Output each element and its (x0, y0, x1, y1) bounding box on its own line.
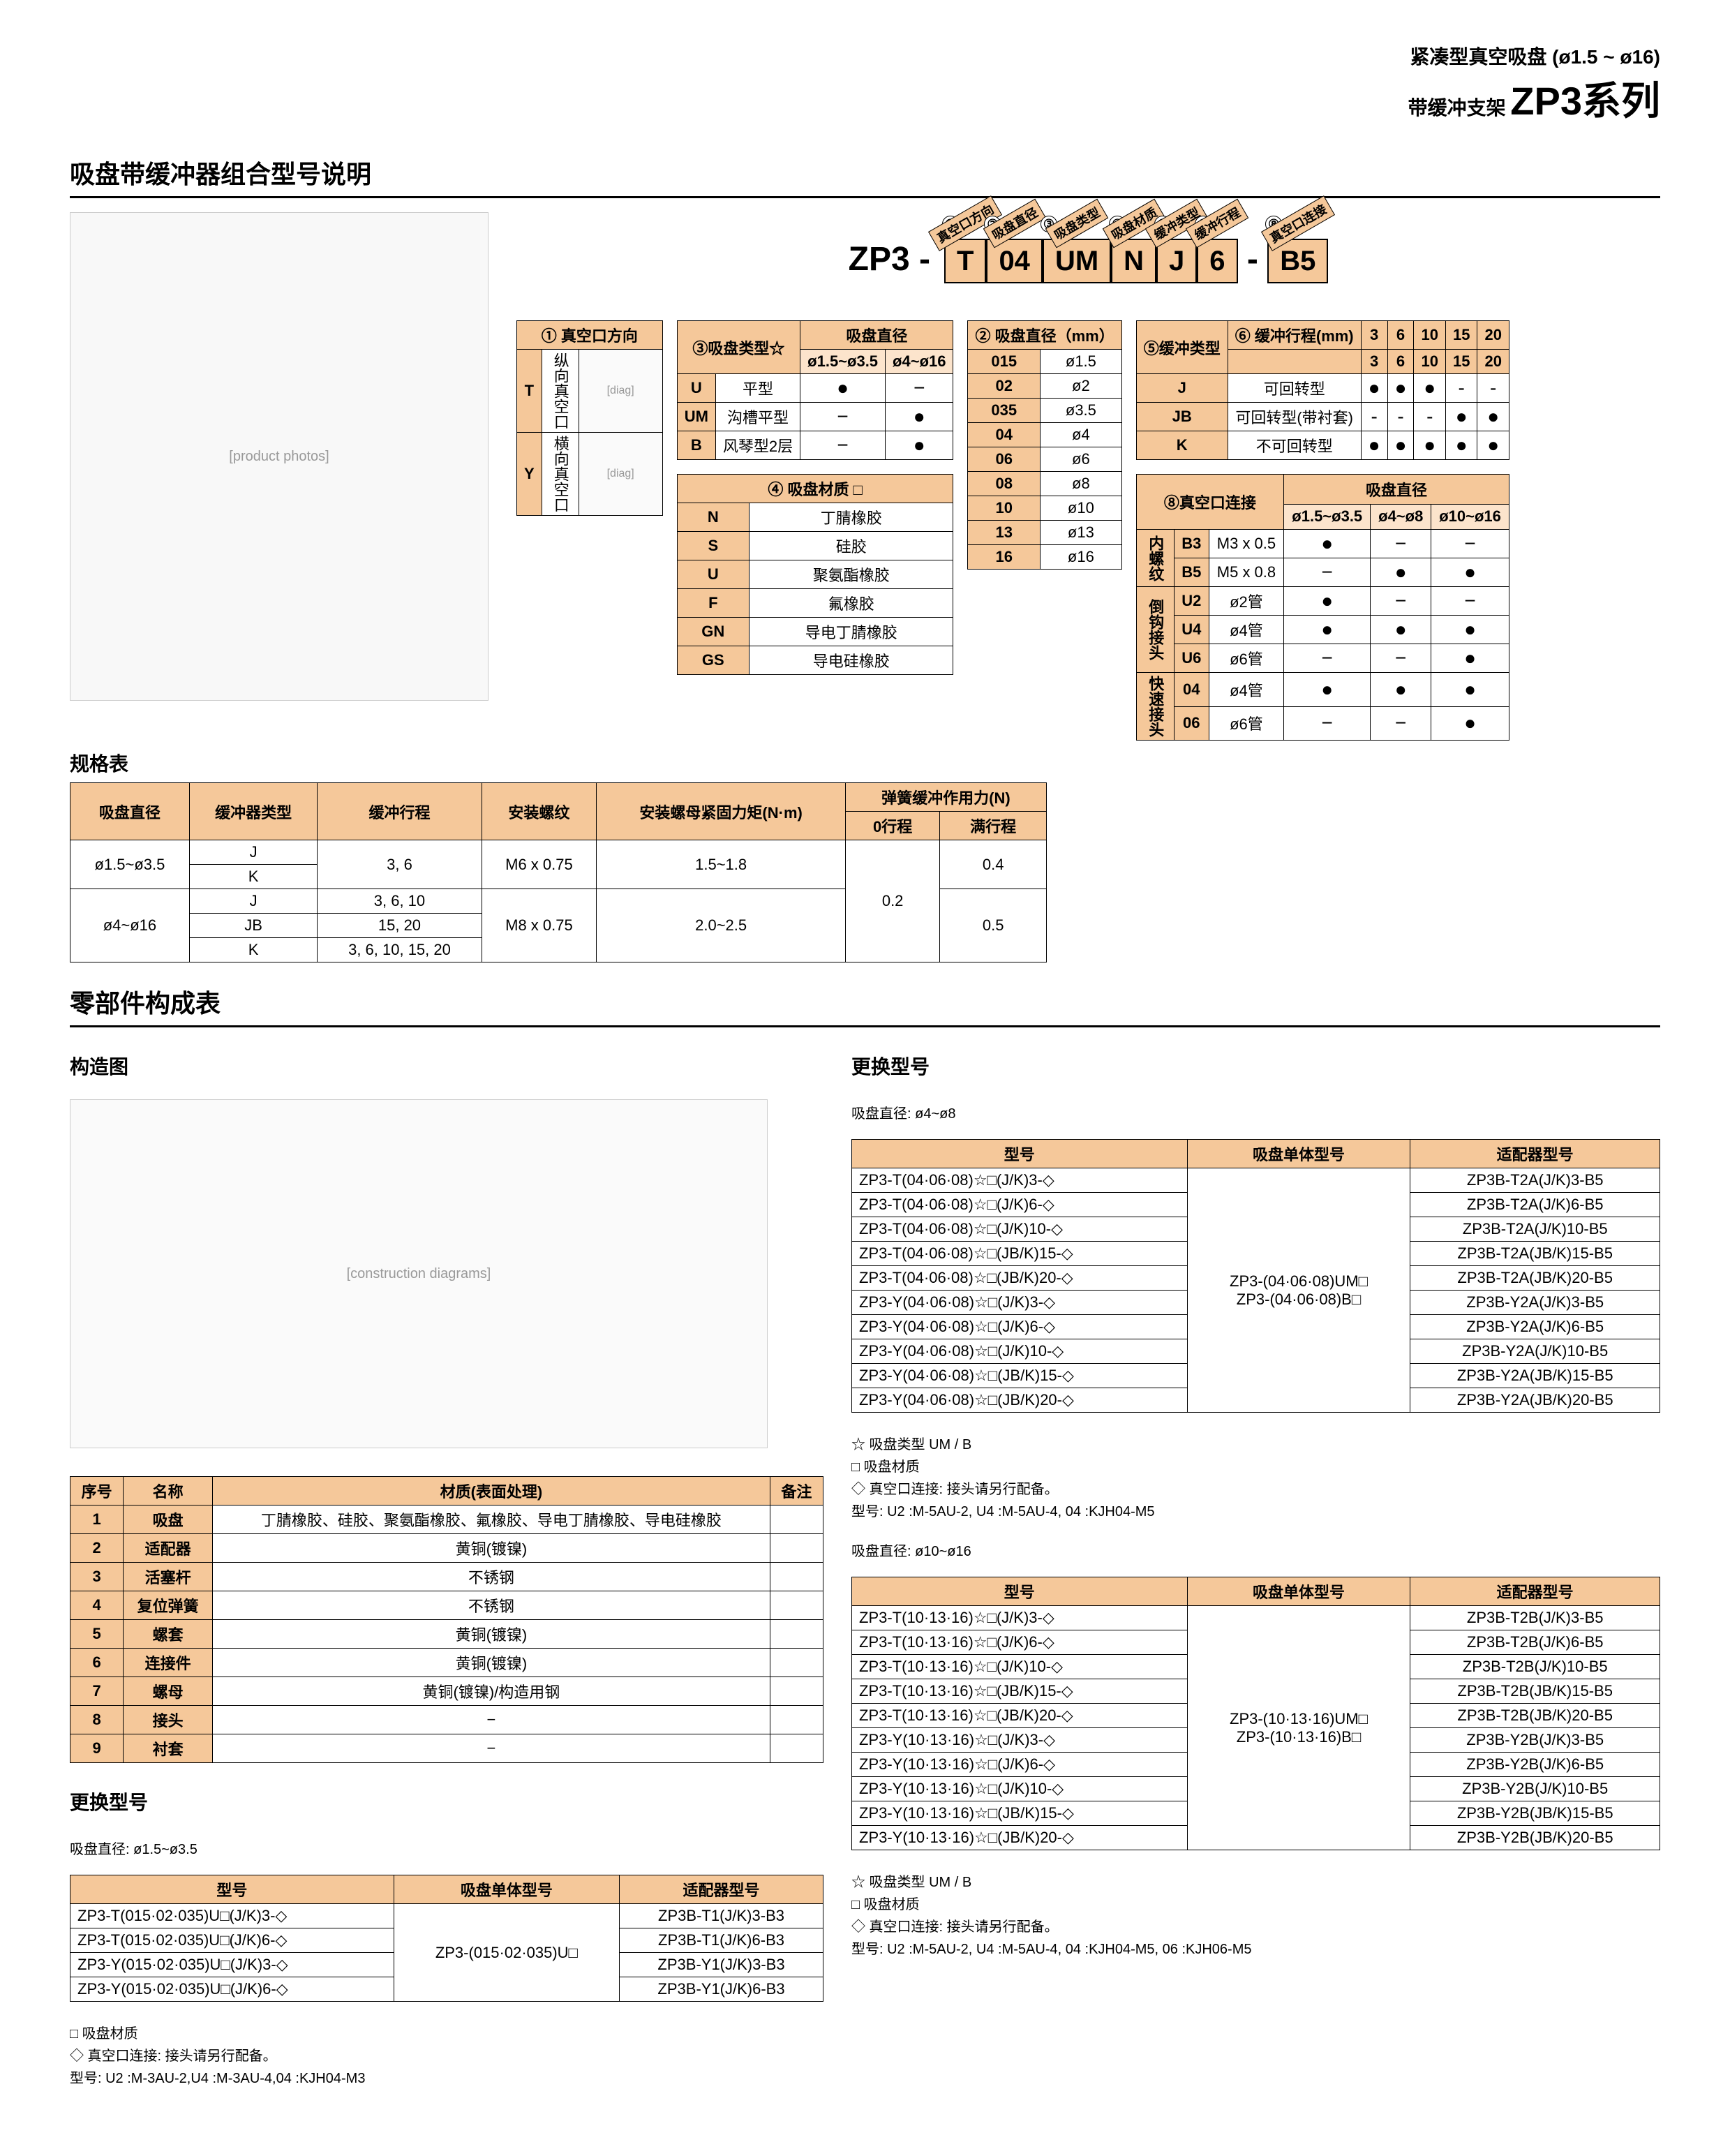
header-main: ZP3系列 (1510, 79, 1660, 123)
header-sub2: 带缓冲支架 (1408, 97, 1506, 119)
spec-h-0stroke: 0行程 (845, 812, 939, 840)
t8-header-dia: 吸盘直径 (1284, 475, 1509, 505)
t5-title: ⑤缓冲类型 (1136, 321, 1228, 374)
product-photo: [product photos] (70, 212, 489, 701)
table-buffer: ⑤缓冲类型⑥ 缓冲行程(mm)36101520 36101520 J可回转型●●… (1136, 320, 1509, 460)
part-number: ZP3 - ①真空口方向T②吸盘直径04③吸盘类型UM④吸盘材质N⑤缓冲类型J⑥… (516, 240, 1660, 278)
pn-box-2: ③吸盘类型UM (1043, 239, 1111, 283)
t8-title: ⑧真空口连接 (1136, 475, 1283, 530)
pn-box-0: ①真空口方向T (944, 239, 986, 283)
repl2-notes: ☆ 吸盘类型 UM / B□ 吸盘材质◇ 真空口连接: 接头请另行配备。型号: … (851, 1434, 1660, 1523)
construction-title: 构造图 (70, 1052, 823, 1080)
section-title-1: 吸盘带缓冲器组合型号说明 (70, 154, 1660, 198)
pn-box-1: ②吸盘直径04 (986, 239, 1043, 283)
repl2-sub: 吸盘直径: ø4~ø8 (851, 1102, 1660, 1122)
t3-c1: ø4~ø16 (886, 350, 953, 374)
pn-box-3: ④吸盘材质N (1111, 239, 1156, 283)
pn-box-4: ⑤缓冲类型J (1156, 239, 1197, 283)
repl1-notes: □ 吸盘材质◇ 真空口连接: 接头请另行配备。型号: U2 :M-3AU-2,U… (70, 2023, 823, 2090)
t2-title: ② 吸盘直径（mm） (968, 321, 1121, 350)
page-header: 紧凑型真空吸盘 (ø1.5 ~ ø16) 带缓冲支架 ZP3系列 (70, 42, 1660, 126)
table-diameter: ② 吸盘直径（mm） 015ø1.502ø2035ø3.504ø406ø608ø… (967, 320, 1121, 570)
spec-table: 吸盘直径 缓冲器类型 缓冲行程 安装螺纹 安装螺母紧固力矩(N·m) 弹簧缓冲作… (70, 782, 1047, 962)
repl2-title: 更换型号 (851, 1052, 1660, 1080)
pn-box-5: ⑥缓冲行程6 (1197, 239, 1237, 283)
t6-title: ⑥ 缓冲行程(mm) (1228, 321, 1361, 350)
spring-force-header: 弹簧缓冲作用力(N) (845, 783, 1046, 812)
pn-box-6: ⑧真空口连接B5 (1267, 239, 1328, 283)
repl1-table: 型号吸盘单体型号适配器型号 ZP3-T(015·02·035)U□(J/K)3-… (70, 1875, 823, 2002)
repl1-title: 更换型号 (70, 1787, 823, 1815)
table-vacuum-direction: ① 真空口方向 T纵向真空口[diag]Y横向真空口[diag] (516, 320, 663, 516)
parts-table: 序号名称材质(表面处理)备注 1吸盘丁腈橡胶、硅胶、聚氨酯橡胶、氟橡胶、导电丁腈… (70, 1476, 823, 1763)
t1-title: ① 真空口方向 (517, 321, 663, 350)
repl3-sub: 吸盘直径: ø10~ø16 (851, 1540, 1660, 1560)
repl2-table: 型号吸盘单体型号适配器型号 ZP3-T(04·06·08)☆□(J/K)3-◇Z… (851, 1139, 1660, 1413)
t3-header-dia: 吸盘直径 (800, 321, 953, 350)
table-material: ④ 吸盘材质 □ N丁腈橡胶S硅胶U聚氨酯橡胶F氟橡胶GN导电丁腈橡胶GS导电硅… (677, 474, 954, 675)
table-pad-type: ③吸盘类型☆吸盘直径 ø1.5~ø3.5ø4~ø16 U平型●−UM沟槽平型−●… (677, 320, 954, 460)
repl3-table: 型号吸盘单体型号适配器型号 ZP3-T(10·13·16)☆□(J/K)3-◇Z… (851, 1577, 1660, 1850)
header-sub1: 紧凑型真空吸盘 (ø1.5 ~ ø16) (1410, 46, 1660, 68)
table-vacuum-port: ⑧真空口连接吸盘直径 ø1.5~ø3.5ø4~ø8ø10~ø16 内螺纹B3M3… (1136, 474, 1509, 738)
construction-diagram: [construction diagrams] (70, 1099, 768, 1448)
spec-h-fullstroke: 满行程 (940, 812, 1047, 840)
pn-prefix: ZP3 - (849, 240, 930, 278)
t4-title: ④ 吸盘材质 □ (677, 475, 953, 503)
t3-title: ③吸盘类型☆ (677, 321, 800, 374)
repl1-sub: 吸盘直径: ø1.5~ø3.5 (70, 1838, 823, 1858)
spec-title: 规格表 (70, 749, 1660, 777)
t3-c0: ø1.5~ø3.5 (800, 350, 886, 374)
parts-title: 零部件构成表 (70, 983, 1660, 1027)
repl3-notes: ☆ 吸盘类型 UM / B□ 吸盘材质◇ 真空口连接: 接头请另行配备。型号: … (851, 1871, 1660, 1961)
